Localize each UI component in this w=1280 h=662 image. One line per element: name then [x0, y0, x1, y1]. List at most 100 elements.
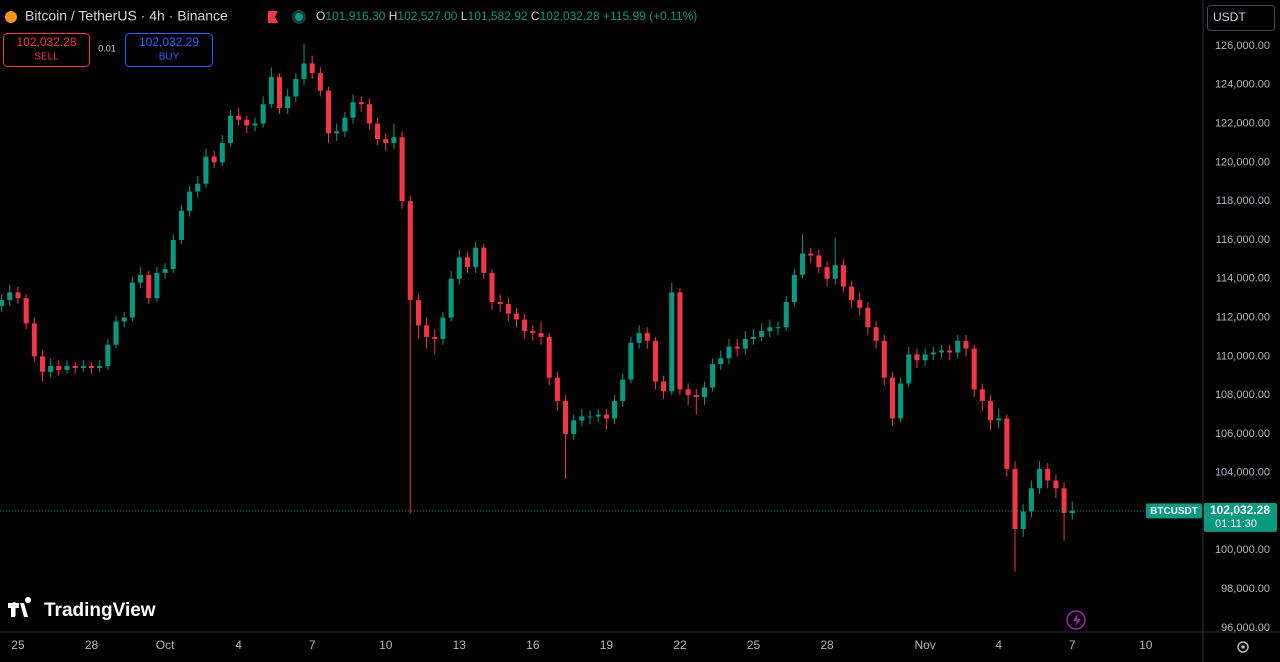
candle-body — [407, 201, 413, 301]
y-tick-label: 122,000.00 — [1215, 117, 1270, 129]
candle-body — [473, 247, 479, 268]
candle-body — [546, 336, 552, 378]
settings-icon[interactable] — [1237, 641, 1249, 653]
sell-button[interactable] — [3, 33, 90, 67]
candle-body — [244, 119, 250, 126]
x-tick-label: 4 — [995, 638, 1002, 652]
candle-body — [31, 323, 37, 357]
candle-body — [391, 137, 397, 143]
candle-body — [947, 350, 953, 353]
label: H — [389, 9, 398, 23]
candle-body — [767, 327, 773, 332]
candle-body — [121, 317, 127, 322]
candle-body — [1028, 488, 1034, 512]
candle-body — [783, 302, 789, 328]
buy-label: BUY — [159, 52, 180, 63]
candle-body — [162, 269, 168, 273]
candle-body — [734, 346, 740, 349]
candle-body — [873, 327, 879, 341]
label: O — [316, 9, 325, 23]
candle-body — [889, 377, 895, 419]
candle-body — [824, 267, 830, 279]
candle-body — [170, 239, 176, 270]
candle-body — [832, 265, 838, 279]
flag-icon[interactable] — [268, 11, 278, 23]
candle-body — [276, 77, 283, 109]
candle-body — [1020, 511, 1026, 529]
y-tick-label: 126,000.00 — [1215, 40, 1270, 52]
candle-body — [677, 292, 683, 390]
candle-body — [15, 292, 21, 299]
candle-body — [644, 333, 650, 341]
x-tick-label: 7 — [1069, 638, 1076, 652]
status-dot — [295, 13, 303, 21]
candle-body — [326, 90, 332, 134]
candle-body — [538, 333, 544, 337]
candle-body — [881, 340, 887, 378]
buy-price: 102,032.29 — [139, 35, 199, 49]
candle-body — [595, 414, 601, 417]
candle-body — [64, 366, 70, 370]
x-tick-label: 10 — [1139, 638, 1153, 652]
y-tick-label: 96,000.00 — [1221, 622, 1270, 634]
candle-body — [23, 298, 29, 324]
x-tick-label: 28 — [820, 638, 834, 652]
candle-body — [800, 253, 806, 275]
candle-body — [971, 348, 977, 390]
buy-button[interactable] — [125, 33, 213, 67]
candle-body — [440, 317, 446, 339]
candle-body — [105, 344, 111, 367]
candle-body — [1061, 488, 1067, 514]
candle-body — [154, 272, 160, 299]
candle-body — [938, 350, 945, 353]
candle-body — [571, 420, 577, 434]
candle-body — [987, 400, 994, 421]
candle-body — [603, 414, 609, 419]
candle-body — [612, 400, 618, 419]
candle-body — [669, 292, 675, 392]
candle-body — [399, 137, 405, 202]
candle-body — [358, 102, 364, 105]
candle-body — [750, 336, 757, 339]
candle-body — [129, 282, 135, 318]
candle-body — [432, 336, 438, 339]
y-tick-label: 120,000.00 — [1215, 156, 1270, 168]
candle-body — [1004, 418, 1010, 469]
candle-body — [996, 418, 1002, 421]
candle-body — [906, 354, 912, 384]
candle-body — [113, 321, 119, 345]
candle-body — [375, 123, 381, 140]
candle-body — [693, 395, 699, 398]
y-tick-label: 100,000.00 — [1215, 544, 1270, 556]
alert-icon[interactable] — [1066, 610, 1086, 630]
x-tick-label: Nov — [914, 638, 935, 652]
candle-body — [865, 307, 871, 328]
candle-body — [718, 358, 724, 365]
logo-icon — [8, 597, 32, 617]
candle-body — [211, 156, 217, 163]
candle-body — [808, 253, 814, 256]
candle-body — [898, 383, 904, 419]
candle-body — [685, 389, 691, 396]
label: L — [461, 9, 468, 23]
plot — [0, 44, 1075, 572]
value: 102,032.28 — [540, 9, 600, 23]
candle-body — [1012, 468, 1018, 529]
symbol-title[interactable]: Bitcoin / TetherUS · 4h · Binance — [25, 8, 228, 24]
candle-body — [464, 257, 471, 268]
candle-body — [816, 255, 822, 268]
candle-body — [636, 333, 642, 343]
candle-body — [522, 319, 528, 332]
candle-body — [195, 183, 201, 192]
candle-body — [563, 400, 569, 434]
candle-body — [1037, 468, 1043, 489]
candle-body — [342, 117, 348, 132]
currency-dropdown[interactable] — [1207, 5, 1275, 31]
change: +115.99 (+0.11%) — [603, 9, 697, 23]
candle-body — [309, 63, 315, 74]
candle-body — [979, 389, 985, 401]
currency: USDT — [1213, 10, 1246, 24]
candle-body — [661, 381, 667, 392]
